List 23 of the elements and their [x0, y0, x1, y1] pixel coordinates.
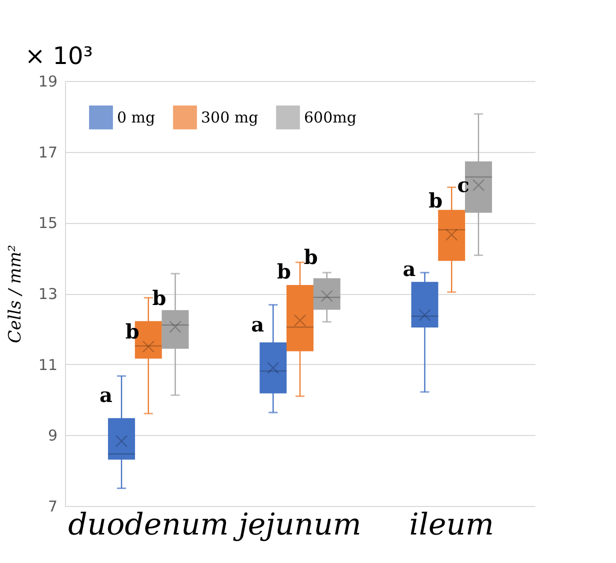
annotation: b	[428, 188, 443, 212]
legend-label: 300 mg	[201, 108, 259, 126]
y-tick-label: 9	[48, 426, 58, 445]
annotation: a	[100, 383, 113, 408]
y-axis-title: Cells / mm²	[5, 244, 26, 344]
x-tick-label: ileum	[409, 508, 494, 542]
annotation: b	[277, 259, 292, 284]
annotation: a	[402, 257, 416, 282]
legend-label: 0 mg	[117, 108, 156, 126]
text: × 10³	[25, 42, 93, 70]
y-tick-label: 7	[48, 498, 58, 516]
annotation: b	[304, 245, 318, 270]
y-tick-label: 15	[38, 214, 58, 232]
legend-label: 600mg	[304, 108, 357, 126]
x-tick-label: jejunum	[232, 508, 362, 542]
y-tick-label: 11	[38, 356, 58, 374]
y-tick-label: 13	[38, 285, 58, 303]
annotation: a	[251, 312, 264, 336]
y-tick-label: 19	[38, 72, 58, 90]
annotation: c	[457, 173, 470, 198]
x-tick-label: duodenum	[68, 508, 229, 542]
annotation: b	[152, 286, 166, 310]
y-tick-label: 17	[38, 143, 58, 162]
